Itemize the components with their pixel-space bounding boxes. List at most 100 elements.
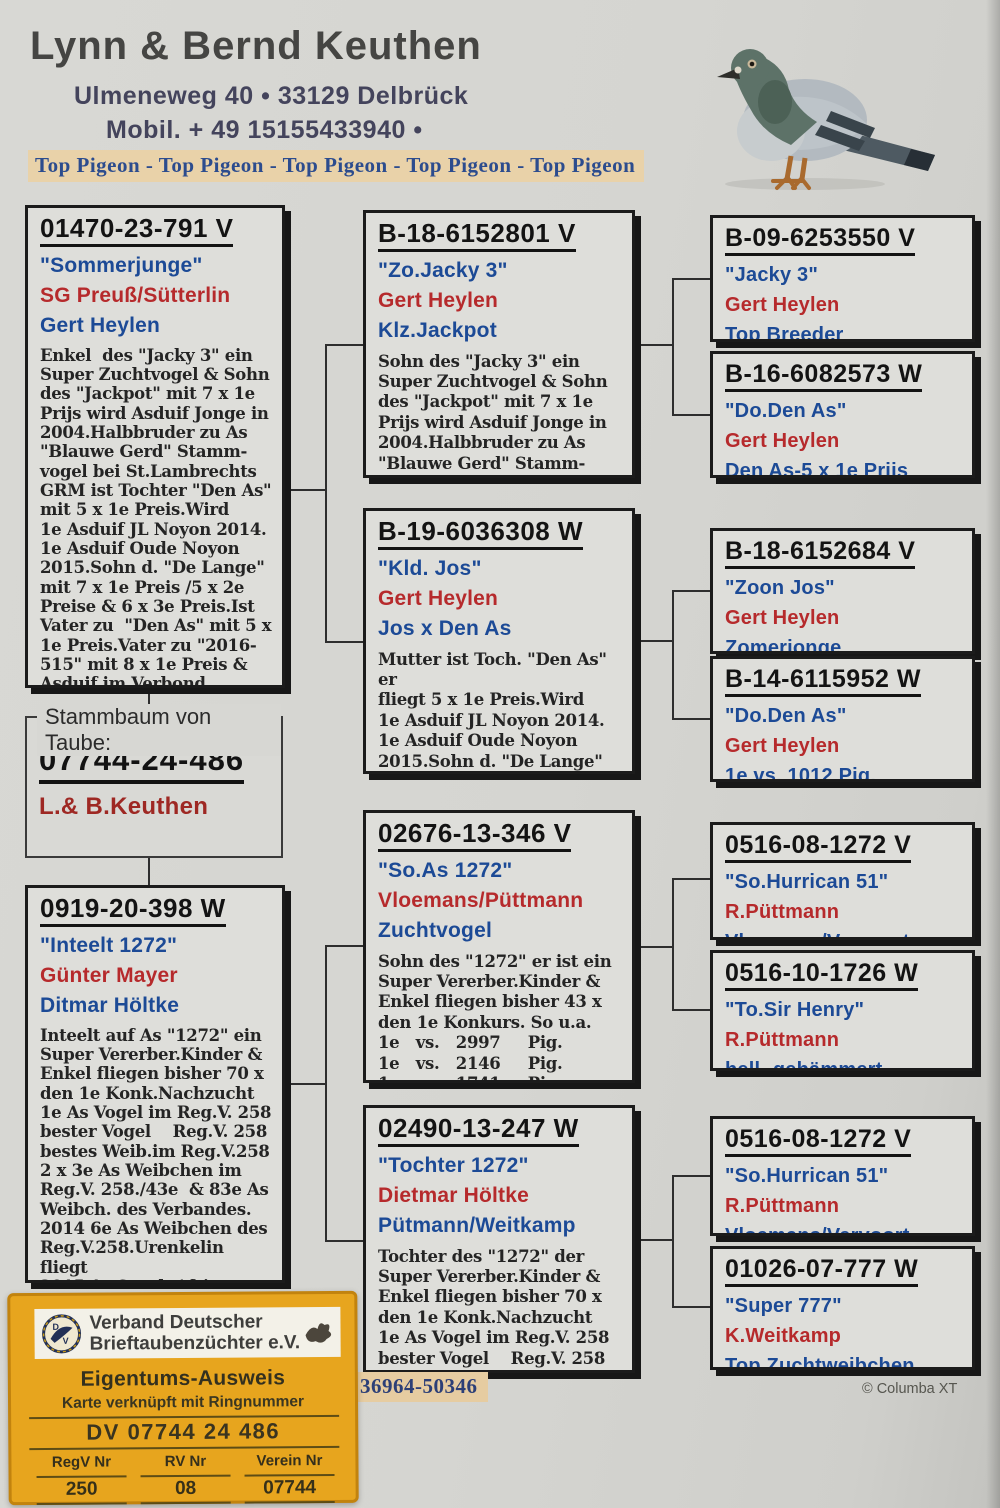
description-text: Enkel des "Jacky 3" ein Super Zuchtvogel…: [40, 345, 272, 688]
field-value: 07744: [244, 1473, 335, 1504]
pedigree-box-gen3-6: 0516-10-1726 W "To.Sir Henry" R.Püttmann…: [710, 950, 975, 1071]
connector-line: [288, 1083, 327, 1085]
series-code: 36964-50346: [356, 1372, 488, 1402]
ring-number: 0516-08-1272 V: [725, 1126, 964, 1158]
breeder-name: Gert Heylen: [725, 430, 840, 453]
ring-number: B-14-6115952 W: [725, 666, 964, 698]
description-text: Mutter ist Toch. "Den As" er fliegt 5 x …: [378, 649, 607, 771]
svg-text:D: D: [52, 1322, 59, 1332]
subject-label: Stammbaum von Taube:: [37, 704, 281, 756]
field-label: RegV Nr: [51, 1453, 112, 1471]
pigeon-name: "Do.Den As": [725, 400, 847, 423]
pigeon-name: "Zo.Jacky 3": [378, 259, 508, 283]
card-field-rv: RV Nr 08: [133, 1453, 237, 1505]
connector-line: [641, 344, 674, 346]
breeder-name: Gert Heylen: [725, 294, 840, 317]
pigeon-name: "Kld. Jos": [378, 557, 482, 581]
breeder-name: R.Püttmann: [725, 1195, 840, 1218]
description-text: Sohn des "Jacky 3" ein Super Zuchtvogel …: [378, 351, 608, 475]
connector-line: [672, 1175, 710, 1177]
ring-number: B-19-6036308 W: [378, 517, 624, 551]
pigeon-name: "Super 777": [725, 1295, 842, 1318]
ring-number: 02490-13-247 W: [378, 1114, 624, 1148]
connector-line: [641, 1239, 674, 1241]
connector-line: [641, 946, 674, 948]
connector-line: [148, 688, 150, 718]
eagle-emblem-icon: [305, 1323, 332, 1343]
connector-line: [288, 489, 327, 491]
strain-line: Ditmar Höltke: [40, 994, 180, 1018]
pigeon-name: "So.Hurrican 51": [725, 1165, 889, 1188]
card-rule: [29, 1445, 340, 1451]
description-text: Inteelt auf As "1272" ein Super Vererber…: [40, 1025, 272, 1280]
pedigree-box-gen2-3: 02676-13-346 V "So.As 1272" Vloemans/Püt…: [363, 810, 635, 1083]
strain-line: Zomerjonge: [725, 637, 842, 654]
pigeon-name: "Zoon Jos": [725, 577, 835, 600]
card-banner: D V Verband Deutscher Brieftaubenzüchter…: [34, 1306, 341, 1360]
strain-line: hell -gehämmert: [725, 1059, 883, 1071]
pedigree-box-gen3-4: B-14-6115952 W "Do.Den As" Gert Heylen 1…: [710, 656, 975, 782]
strain-line: Vloemans/Vervoort: [725, 1225, 964, 1233]
pedigree-box-gen3-5: 0516-08-1272 V "So.Hurrican 51" R.Püttma…: [710, 822, 975, 940]
pedigree-box-gen3-8: 01026-07-777 W "Super 777" K.Weitkamp To…: [710, 1246, 975, 1370]
svg-text:V: V: [63, 1336, 69, 1346]
pedigree-box-dam: 0919-20-398 W "Inteelt 1272" Günter Maye…: [25, 885, 285, 1283]
subject-box: Stammbaum von Taube: 07744-24-486 L.& B.…: [25, 704, 283, 858]
card-subtitle: Karte verknüpft mit Ringnummer: [61, 1393, 305, 1412]
breeder-name: Gert Heylen: [378, 587, 499, 611]
connector-line: [672, 878, 674, 1011]
strain-line: Den As-5 x 1e Prijs: [725, 460, 909, 478]
card-ring-number: DV 07744 24 486: [86, 1418, 281, 1445]
card-fields: RegV Nr 250 RV Nr 08 Verein Nr 07744: [29, 1452, 341, 1506]
connector-line: [672, 590, 674, 720]
strain-line: Klz.Jackpot: [378, 319, 497, 343]
strain-line: Jos x Den As: [378, 617, 512, 641]
ring-number: B-16-6082573 W: [725, 361, 964, 393]
strain-line: Top Breeder: [725, 324, 844, 342]
breeder-name: Gert Heylen: [725, 735, 840, 758]
pedigree-box-gen3-3: B-18-6152684 V "Zoon Jos" Gert Heylen Zo…: [710, 528, 975, 654]
connector-line: [641, 640, 674, 642]
pedigree-box-sire: 01470-23-791 V "Sommerjunge" SG Preuß/Sü…: [25, 205, 285, 688]
card-field-verein: Verein Nr 07744: [237, 1452, 341, 1504]
field-value: 08: [140, 1474, 231, 1505]
connector-line: [325, 1240, 363, 1242]
pigeon-illustration: [717, 49, 935, 190]
ownership-card: D V Verband Deutscher Brieftaubenzüchter…: [7, 1290, 359, 1506]
owner-mobile: Mobil. + 49 15155433940 •: [106, 116, 423, 144]
owner-address: Ulmeneweg 40 • 33129 Delbrück: [74, 82, 469, 110]
strain-line: Vloemans/Vervoort: [725, 931, 964, 937]
ring-number: 01026-07-777 W: [725, 1256, 964, 1288]
pigeon-photo: [695, 28, 945, 198]
connector-line: [325, 641, 363, 643]
description-text: Tochter des "1272" der Super Vererber.Ki…: [378, 1246, 610, 1370]
strain-line: Gert Heylen: [40, 314, 161, 338]
pigeon-name: "Do.Den As": [725, 705, 847, 728]
field-label: RV Nr: [164, 1452, 207, 1471]
connector-line: [672, 278, 674, 416]
connector-line: [325, 344, 363, 346]
ring-number: B-18-6152801 V: [378, 219, 624, 253]
strain-line: Top Zuchtweibchen: [725, 1355, 915, 1370]
connector-line: [325, 945, 363, 947]
connector-line: [148, 858, 150, 887]
strain-line: Zuchtvogel: [378, 919, 493, 943]
connector-line: [672, 1009, 710, 1011]
card-title: Eigentums-Ausweis: [80, 1366, 286, 1391]
pigeon-name: "Tochter 1272": [378, 1154, 529, 1178]
field-label: Verein Nr: [256, 1452, 323, 1470]
pigeon-name: "So.Hurrican 51": [725, 871, 889, 894]
strain-line: 1e vs. 1012 Pig.: [725, 765, 877, 782]
pedigree-box-gen3-7: 0516-08-1272 V "So.Hurrican 51" R.Püttma…: [710, 1116, 975, 1236]
ring-number: B-09-6253550 V: [725, 225, 964, 257]
ring-number: 0919-20-398 W: [40, 894, 274, 928]
connector-line: [672, 1175, 674, 1308]
dv-logo-icon: D V: [42, 1314, 82, 1354]
connector-line: [672, 414, 710, 416]
pigeon-name: "To.Sir Henry": [725, 999, 865, 1022]
ring-number: 0516-10-1726 W: [725, 960, 964, 992]
breeder-name: K.Weitkamp: [725, 1325, 842, 1348]
ring-number: B-18-6152684 V: [725, 538, 964, 570]
breeder-name: Dietmar Höltke: [378, 1184, 530, 1208]
